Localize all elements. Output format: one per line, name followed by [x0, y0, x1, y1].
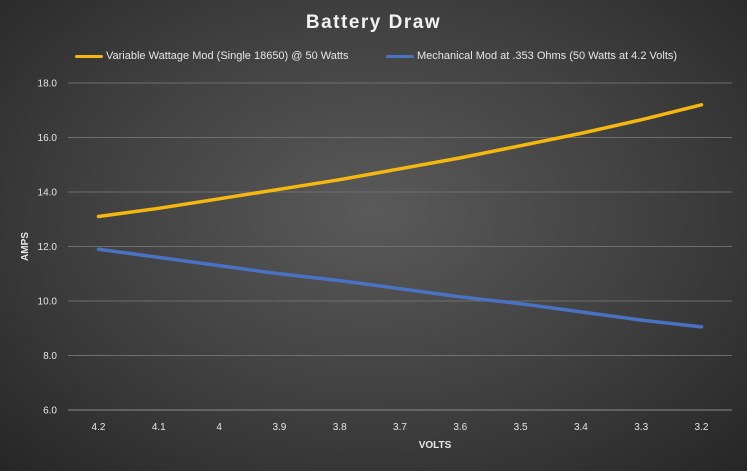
legend-label-variable-wattage: Variable Wattage Mod (Single 18650) @ 50…: [106, 50, 349, 62]
y-tick-label: 12.0: [38, 242, 58, 253]
series-line-variable-wattage: [96, 103, 704, 219]
x-tick-label: 3.2: [695, 422, 709, 433]
x-tick-label: 4.2: [92, 422, 106, 433]
legend-item-mechanical-mod: Mechanical Mod at .353 Ohms (50 Watts at…: [386, 50, 677, 62]
legend: Variable Wattage Mod (Single 18650) @ 50…: [0, 50, 747, 66]
y-tick-label: 8.0: [43, 351, 57, 362]
x-axis-title: VOLTS: [419, 440, 452, 451]
legend-swatch-mechanical-mod: [386, 54, 414, 58]
x-tick-label: 4: [216, 422, 222, 433]
x-tick-labels: 4.2 4.1 4 3.9 3.8 3.7 3.6 3.5 3.4 3.3 3.2: [92, 422, 709, 433]
y-tick-label: 10.0: [38, 297, 58, 308]
y-tick-label: 18.0: [38, 79, 58, 90]
y-tick-label: 16.0: [38, 133, 58, 144]
legend-item-variable-wattage: Variable Wattage Mod (Single 18650) @ 50…: [75, 50, 349, 62]
y-tick-labels: 6.0 8.0 10.0 12.0 14.0 16.0 18.0: [38, 79, 58, 417]
series-lines: [96, 103, 704, 329]
chart-title: Battery Draw: [305, 12, 442, 33]
y-tick-label: 6.0: [43, 406, 57, 417]
legend-label-mechanical-mod: Mechanical Mod at .353 Ohms (50 Watts at…: [417, 50, 678, 62]
y-axis-title: AMPS: [20, 232, 31, 261]
x-tick-label: 3.7: [393, 422, 407, 433]
x-tick-label: 3.4: [574, 422, 588, 433]
gridlines: [68, 82, 732, 411]
x-tick-label: 4.1: [152, 422, 166, 433]
x-tick-label: 3.6: [453, 422, 467, 433]
legend-swatch-variable-wattage: [75, 54, 103, 58]
series-line-mechanical-mod: [96, 247, 704, 329]
x-tick-label: 3.9: [272, 422, 286, 433]
x-tick-label: 3.5: [514, 422, 528, 433]
x-tick-label: 3.3: [634, 422, 648, 433]
x-tick-label: 3.8: [333, 422, 347, 433]
y-tick-label: 14.0: [38, 188, 58, 199]
